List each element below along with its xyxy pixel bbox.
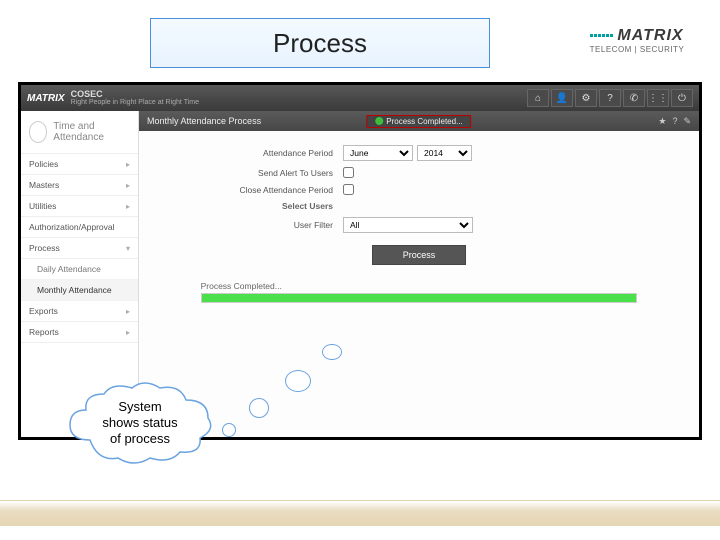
brand-logo: MATRIX TELECOM | SECURITY <box>572 20 702 60</box>
brand-name: MATRIX <box>617 27 683 45</box>
slide-title-text: Process <box>273 28 367 59</box>
help2-icon[interactable]: ? <box>672 116 677 127</box>
sidebar-subitem[interactable]: Daily Attendance <box>21 259 138 280</box>
chevron-icon: ▾ <box>126 244 130 253</box>
sidebar-item-label: Process <box>29 243 60 253</box>
breadcrumb: Monthly Attendance Process Process Compl… <box>139 111 699 131</box>
bubble-icon <box>222 423 236 437</box>
sidebar-item-label: Daily Attendance <box>37 264 101 274</box>
sidebar-item[interactable]: Exports ▸ <box>21 301 138 322</box>
send-alert-label: Send Alert To Users <box>163 168 343 178</box>
clock-icon <box>29 121 47 143</box>
star-icon[interactable]: ★ <box>658 116 666 127</box>
success-dot-icon <box>375 117 383 125</box>
footer-band <box>0 500 720 526</box>
sidebar-item[interactable]: Masters ▸ <box>21 175 138 196</box>
app-topbar: MATRIX COSEC Right People in Right Place… <box>21 85 699 111</box>
module-title: Time and Attendance <box>53 121 130 143</box>
sidebar-subitem[interactable]: Monthly Attendance <box>21 280 138 301</box>
chevron-icon: ▸ <box>126 328 130 337</box>
callout-line1: System <box>102 399 177 415</box>
chevron-icon: ▸ <box>126 181 130 190</box>
callout-line2: shows status <box>102 415 177 431</box>
close-period-label: Close Attendance Period <box>163 185 343 195</box>
callout-line3: of process <box>102 431 177 447</box>
status-pill-text: Process Completed... <box>386 117 462 126</box>
callout-cloud: System shows status of process <box>60 380 220 466</box>
chevron-icon: ▸ <box>126 307 130 316</box>
chevron-icon: ▸ <box>126 202 130 211</box>
year-select[interactable]: 2014 <box>417 145 472 161</box>
sidebar-item-label: Authorization/Approval <box>29 222 115 232</box>
progress-section: Process Completed... <box>201 281 638 303</box>
sidebar-item-label: Monthly Attendance <box>37 285 112 295</box>
sidebar-item-label: Policies <box>29 159 58 169</box>
edit-icon[interactable]: ✎ <box>683 116 691 127</box>
bubble-icon <box>322 344 342 360</box>
module-header: Time and Attendance <box>21 111 138 154</box>
sidebar-item[interactable]: Reports ▸ <box>21 322 138 343</box>
help-icon[interactable]: ? <box>599 89 621 107</box>
product-name: COSEC <box>71 90 199 99</box>
sidebar-item[interactable]: Process ▾ <box>21 238 138 259</box>
grid-icon[interactable]: ⋮⋮ <box>647 89 669 107</box>
phone-icon[interactable]: ✆ <box>623 89 645 107</box>
breadcrumb-title: Monthly Attendance Process <box>147 116 261 126</box>
sidebar-item[interactable]: Utilities ▸ <box>21 196 138 217</box>
user-filter-label: User Filter <box>163 220 343 230</box>
progress-fill <box>202 294 637 302</box>
slide-title: Process <box>150 18 490 68</box>
power-icon[interactable]: ⏻ <box>671 89 693 107</box>
progress-title: Process Completed... <box>201 281 638 291</box>
sidebar-item-label: Exports <box>29 306 58 316</box>
sidebar-item[interactable]: Policies ▸ <box>21 154 138 175</box>
brand-sub: TELECOM | SECURITY <box>590 45 685 54</box>
sidebar-item-label: Reports <box>29 327 59 337</box>
user-icon[interactable]: 👤 <box>551 89 573 107</box>
close-period-checkbox[interactable] <box>343 184 354 195</box>
form: Attendance Period June 2014 Send Alert T… <box>139 131 699 239</box>
bubble-icon <box>285 370 311 392</box>
send-alert-checkbox[interactable] <box>343 167 354 178</box>
bubble-icon <box>249 398 269 418</box>
process-button[interactable]: Process <box>372 245 467 265</box>
gear-icon[interactable]: ⚙ <box>575 89 597 107</box>
app-logo: MATRIX <box>27 93 65 104</box>
chevron-icon: ▸ <box>126 160 130 169</box>
progress-bar <box>201 293 638 303</box>
sidebar-item-label: Utilities <box>29 201 56 211</box>
month-select[interactable]: June <box>343 145 413 161</box>
sidebar-item-label: Masters <box>29 180 59 190</box>
sidebar-item[interactable]: Authorization/Approval <box>21 217 138 238</box>
topbar-icons: ⌂ 👤 ⚙ ? ✆ ⋮⋮ ⏻ <box>527 89 693 107</box>
user-filter-select[interactable]: All <box>343 217 473 233</box>
status-pill: Process Completed... <box>366 115 471 128</box>
product-tagline: Right People in Right Place at Right Tim… <box>71 99 199 106</box>
period-label: Attendance Period <box>163 148 343 158</box>
home-icon[interactable]: ⌂ <box>527 89 549 107</box>
content-area: Monthly Attendance Process Process Compl… <box>139 111 699 437</box>
select-users-label: Select Users <box>163 201 343 211</box>
